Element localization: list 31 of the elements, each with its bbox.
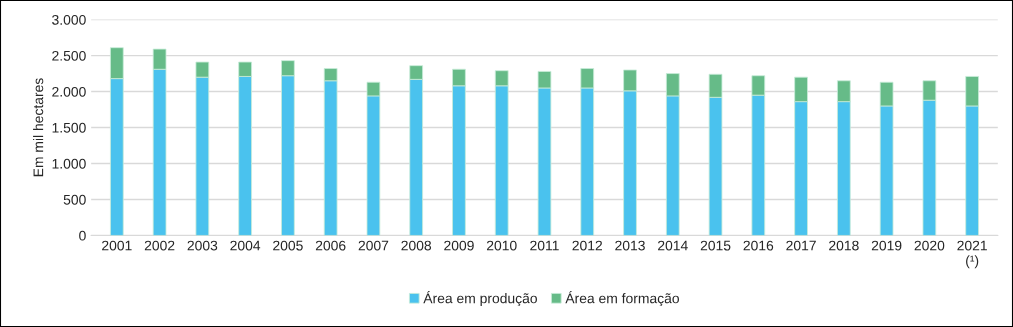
- x-tick-label: 2001: [102, 240, 132, 251]
- x-tick-label: 2010: [486, 240, 517, 251]
- x-tick-label: 2006: [315, 240, 346, 251]
- x-tick-label: 2011: [530, 240, 559, 251]
- y-tick-label: 2.500: [52, 50, 86, 61]
- x-tick-label: 2012: [572, 240, 603, 251]
- x-tick-label: 2009: [444, 240, 474, 251]
- y-tick-label: 0: [79, 230, 86, 241]
- x-tick-label: 2004: [230, 240, 261, 251]
- x-tick-label: 2020: [914, 240, 945, 251]
- x-tick-label: 2014: [658, 240, 688, 251]
- x-tick-label: 2002: [144, 240, 175, 251]
- x-tick-label: 2005: [273, 240, 303, 251]
- x-tick-label: 2018: [829, 240, 859, 251]
- x-tick-label: 2021 (¹): [957, 240, 987, 269]
- x-tick-label: 2008: [401, 240, 432, 251]
- y-tick-label: 2.000: [52, 86, 86, 97]
- y-tick-label: 1.000: [52, 158, 86, 169]
- y-tick-label: 500: [63, 194, 86, 205]
- x-tick-label: 2013: [615, 240, 645, 251]
- x-tick-label: 2019: [871, 240, 902, 251]
- legend-label: Área em formação: [565, 291, 679, 307]
- x-tick-label: 2016: [743, 240, 774, 251]
- x-tick-label: 2015: [700, 240, 731, 251]
- x-tick-label: 2003: [187, 240, 218, 251]
- y-tick-label: 1.500: [52, 122, 86, 133]
- legend-label: Área em produção: [423, 291, 537, 307]
- x-tick-label: 2017: [786, 240, 816, 251]
- y-axis-title: Em mil hectares: [33, 78, 44, 177]
- x-tick-label: 2007: [358, 240, 389, 251]
- y-tick-label: 3.000: [52, 14, 86, 25]
